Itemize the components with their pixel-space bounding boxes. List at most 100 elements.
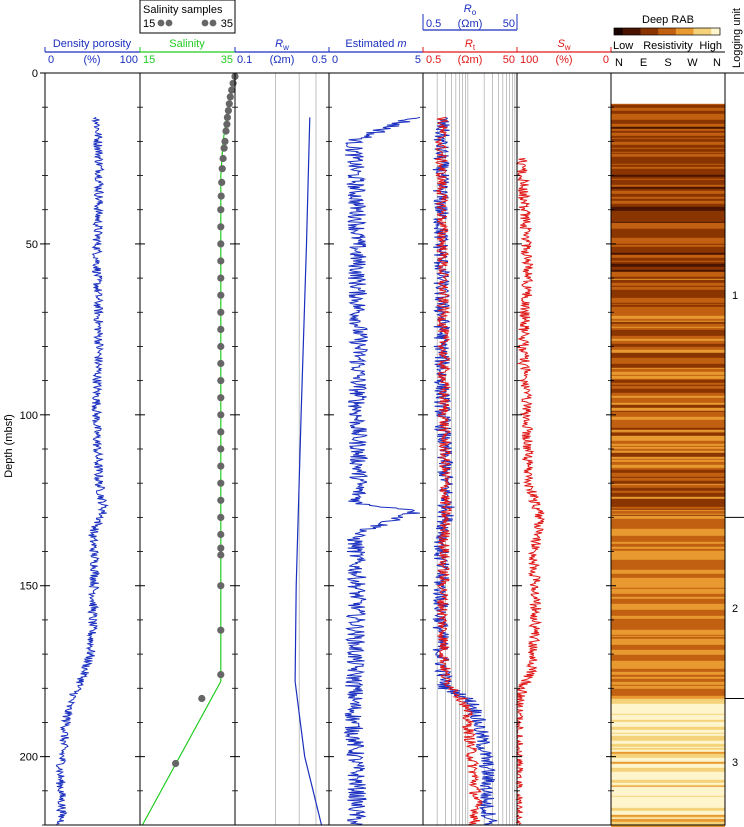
- azimuth-label: W: [687, 57, 698, 69]
- rab-band: [611, 266, 725, 269]
- rab-band: [611, 698, 725, 703]
- rab-colorbar-segment: [693, 28, 696, 35]
- rab-band: [611, 329, 725, 334]
- rab-band: [611, 297, 725, 301]
- rab-band: [611, 410, 725, 413]
- rab-band: [611, 126, 725, 130]
- rab-band: [611, 492, 725, 495]
- rab-band: [611, 321, 725, 325]
- salinity-samples-max: 35: [221, 18, 233, 30]
- rab-colorbar-segment: [656, 28, 659, 35]
- salinity-sample-point: [172, 759, 180, 768]
- rab-band: [611, 652, 725, 656]
- rab-band: [611, 246, 725, 251]
- rab-colorbar-segment: [628, 28, 631, 35]
- rab-band: [611, 548, 725, 552]
- rab-colorbar-segment: [635, 28, 638, 35]
- rab-band: [611, 340, 725, 345]
- rab-colorbar-segment: [644, 28, 647, 35]
- rab-band: [611, 278, 725, 281]
- rab-band: [611, 400, 725, 404]
- rab-band: [611, 364, 725, 369]
- rab-band: [611, 787, 725, 791]
- depth-tick-label: 200: [20, 752, 38, 764]
- rab-colorbar-segment: [691, 28, 695, 35]
- depth-tick-label: 0: [32, 68, 38, 80]
- track-frame: [516, 72, 612, 826]
- rab-band: [611, 467, 725, 470]
- rab-colorbar-segment: [716, 28, 719, 35]
- rab-band: [611, 799, 725, 803]
- rab-band: [611, 484, 725, 489]
- rab-band: [611, 481, 725, 484]
- rab-band: [611, 609, 725, 613]
- rab-band: [611, 269, 725, 272]
- rt-unit-label: (Ωm): [458, 54, 483, 66]
- rab-band: [611, 116, 725, 120]
- rab-band: [611, 681, 725, 686]
- rab-colorbar-segment: [645, 28, 649, 35]
- rab-band: [611, 382, 725, 386]
- rab-band: [611, 399, 725, 402]
- rab-band: [611, 371, 725, 376]
- rab-colorbar-segment: [682, 28, 686, 35]
- rab-band: [611, 735, 725, 739]
- rab-colorbar-segment: [702, 28, 705, 35]
- rab-colorbar-segment: [642, 28, 645, 35]
- rab-band: [611, 601, 725, 605]
- salinity-sample-point: [229, 79, 237, 87]
- rab-band: [611, 550, 725, 554]
- rab-band: [611, 660, 725, 665]
- rab-band: [611, 118, 725, 121]
- salinity-sample-point: [198, 694, 206, 703]
- density-title: Density porosity: [53, 38, 132, 50]
- rab-band: [611, 503, 725, 506]
- rab-band: [611, 431, 725, 434]
- rab-band: [611, 435, 725, 439]
- rab-band: [611, 526, 725, 530]
- rw-title: Rw: [275, 38, 289, 52]
- rab-band: [611, 528, 725, 531]
- rab-band: [611, 440, 725, 445]
- rab-band: [611, 476, 725, 479]
- rab-band: [611, 176, 725, 180]
- rab-band: [611, 477, 725, 481]
- rab-band: [611, 743, 725, 748]
- rab-band: [611, 691, 725, 694]
- rab-band: [611, 766, 725, 769]
- rab-band: [611, 314, 725, 317]
- rab-band: [611, 626, 725, 631]
- rab-band: [611, 521, 725, 524]
- rab-colorbar-segment: [686, 28, 689, 35]
- rab-band: [611, 285, 725, 288]
- ro-title: Ro: [464, 3, 477, 17]
- rab-band: [611, 631, 725, 635]
- rab-band: [611, 546, 725, 550]
- rab-colorbar-segment: [679, 28, 682, 35]
- rab-band: [611, 703, 725, 708]
- rab-colorbar-segment: [647, 28, 650, 35]
- rab-high-label: High: [699, 40, 722, 52]
- rab-band: [611, 252, 725, 256]
- unit-label: 3: [732, 757, 738, 769]
- rab-band: [611, 584, 725, 587]
- rab-band: [611, 707, 725, 710]
- rab-band: [611, 138, 725, 141]
- rab-band: [611, 790, 725, 794]
- rab-colorbar-segment: [670, 28, 673, 35]
- salinity-sample-point: [218, 178, 226, 186]
- rab-colorbar-segment: [622, 28, 626, 35]
- tracks-background: [275, 73, 725, 827]
- salinity-sample-point: [225, 100, 233, 108]
- rab-band: [611, 216, 725, 221]
- rw-max-label: 0.5: [312, 54, 327, 66]
- rab-band: [611, 443, 725, 447]
- rab-band: [611, 459, 725, 463]
- rab-band: [611, 713, 725, 716]
- salinity-sample-point: [217, 626, 225, 634]
- rab-band: [611, 213, 725, 218]
- rab-band: [611, 375, 725, 380]
- rab-band: [611, 450, 725, 454]
- rab-band: [611, 242, 725, 245]
